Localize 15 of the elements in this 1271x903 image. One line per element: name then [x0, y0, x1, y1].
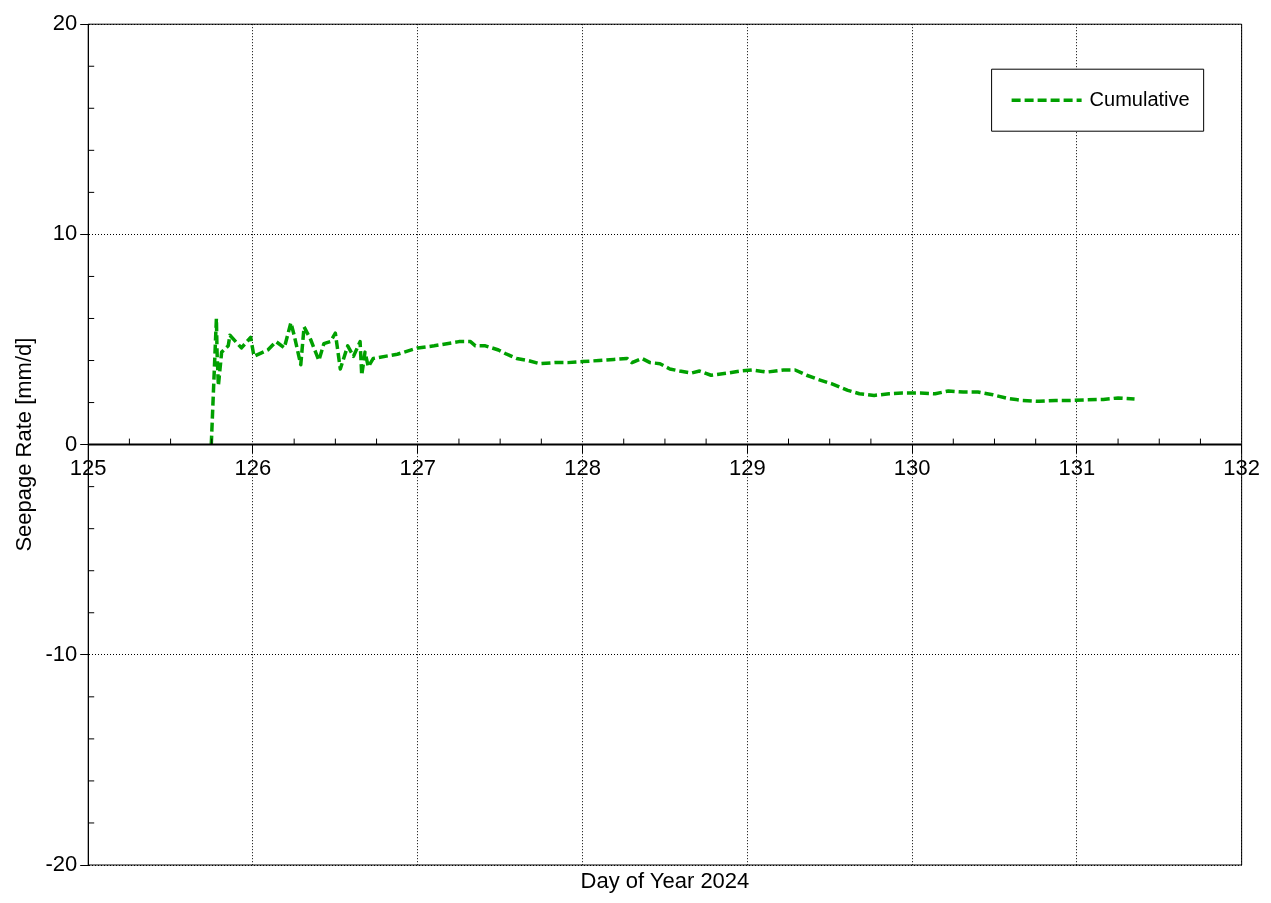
x-tick-label: 128 [564, 454, 601, 480]
y-axis-title: Seepage Rate [mm/d] [11, 337, 37, 552]
x-tick-label: 130 [893, 454, 931, 480]
x-tick-label: 129 [728, 454, 766, 480]
x-tick-label: 127 [399, 454, 437, 480]
x-tick-label: 126 [234, 454, 272, 480]
y-tick-label: -10 [45, 640, 78, 666]
x-tick-label: 131 [1058, 454, 1096, 480]
y-tick-label: 0 [64, 430, 78, 456]
y-tick-label: 20 [52, 10, 78, 36]
x-axis-title: Day of Year 2024 [580, 868, 750, 894]
line-series [209, 316, 1137, 447]
y-tick-label: -20 [45, 851, 78, 877]
legend-label: Cumulative [1089, 87, 1190, 110]
y-tick-label: 10 [52, 220, 78, 246]
